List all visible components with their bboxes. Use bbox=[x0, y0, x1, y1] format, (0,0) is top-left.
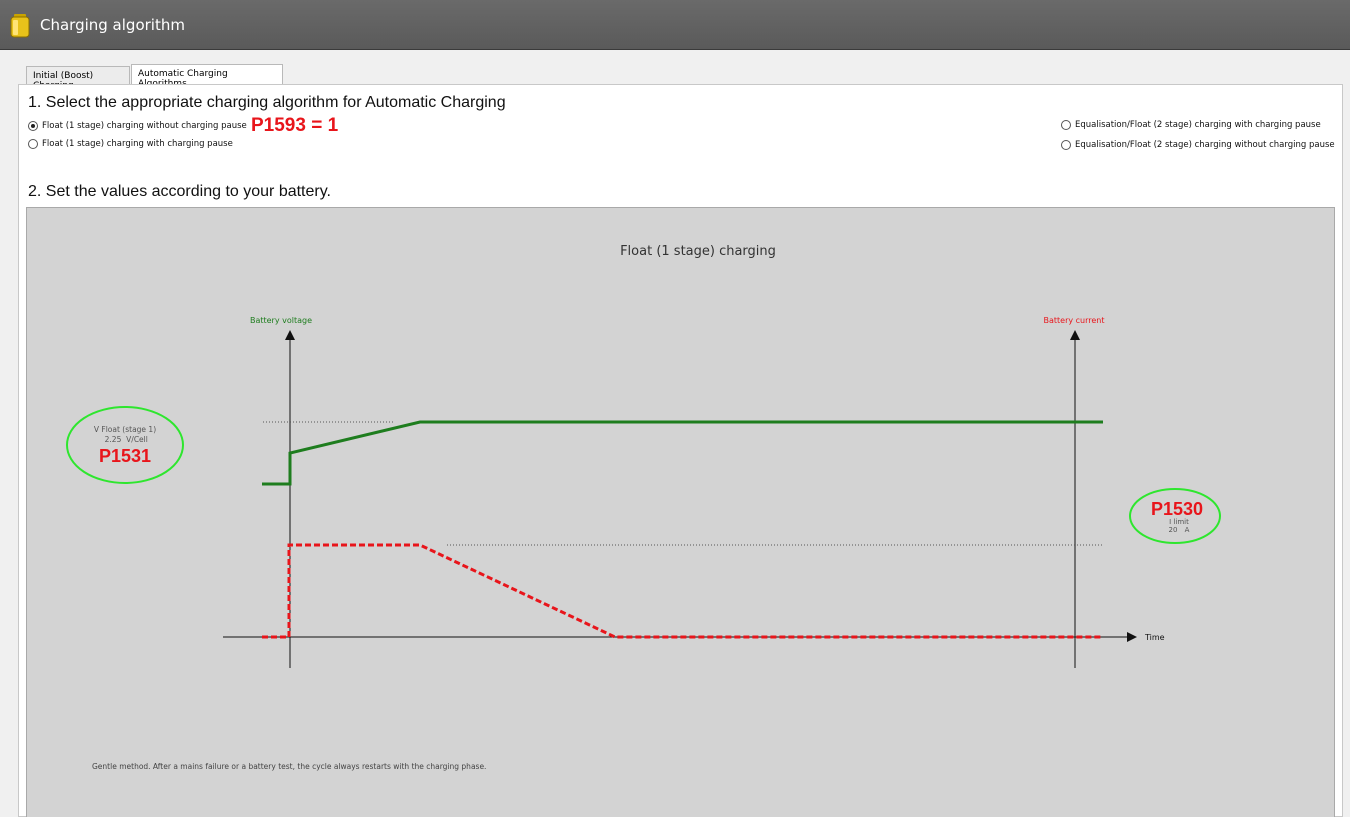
battery-icon bbox=[10, 14, 30, 38]
current-curve bbox=[262, 543, 1103, 639]
parameter-annotation-p1593: P1593 = 1 bbox=[251, 115, 339, 136]
title-bar: Charging algorithm bbox=[0, 0, 1350, 50]
radio-equalisation-with-pause[interactable]: Equalisation/Float (2 stage) charging wi… bbox=[1061, 120, 1321, 130]
i-limit-highlight bbox=[1129, 488, 1221, 544]
radio-label: Float (1 stage) charging with charging p… bbox=[42, 139, 233, 149]
section-1-heading: 1. Select the appropriate charging algor… bbox=[28, 94, 506, 111]
v-float-unit: V/Cell bbox=[126, 435, 148, 444]
voltage-curve bbox=[262, 420, 1103, 486]
section-2-heading: 2. Set the values according to your batt… bbox=[28, 183, 331, 200]
charging-diagram: Float (1 stage) charging Battery voltage… bbox=[26, 207, 1335, 817]
radio-equalisation-without-pause[interactable]: Equalisation/Float (2 stage) charging wi… bbox=[1061, 140, 1335, 150]
radio-label: Equalisation/Float (2 stage) charging wi… bbox=[1075, 120, 1321, 130]
radio-label: Equalisation/Float (2 stage) charging wi… bbox=[1075, 140, 1335, 150]
battery-current-axis-label: Battery current bbox=[1043, 316, 1104, 325]
tab-automatic-charging-algorithms[interactable]: Automatic Charging Algorithms bbox=[131, 64, 283, 89]
radio-label: Float (1 stage) charging without chargin… bbox=[42, 121, 247, 131]
voltage-axis-arrow-icon bbox=[285, 330, 295, 340]
radio-float-with-pause[interactable]: Float (1 stage) charging with charging p… bbox=[28, 139, 233, 149]
radio-unchecked-icon[interactable] bbox=[1061, 140, 1071, 150]
battery-voltage-axis-label: Battery voltage bbox=[250, 316, 312, 325]
v-float-value[interactable]: 2.25 bbox=[105, 435, 122, 444]
diagram-title: Float (1 stage) charging bbox=[620, 244, 776, 259]
i-limit-value[interactable]: 20 bbox=[1169, 526, 1178, 534]
v-float-highlight bbox=[66, 406, 184, 484]
method-description: Gentle method. After a mains failure or … bbox=[92, 762, 486, 771]
radio-float-without-pause[interactable]: Float (1 stage) charging without chargin… bbox=[28, 121, 247, 131]
parameter-annotation-p1530: P1530 bbox=[1151, 499, 1203, 519]
tab-initial-boost-charging[interactable]: Initial (Boost) Charging bbox=[26, 66, 130, 91]
time-axis-arrow-icon bbox=[1127, 632, 1137, 642]
current-axis-arrow-icon bbox=[1070, 330, 1080, 340]
charging-diagram-svg: Float (1 stage) charging Battery voltage… bbox=[66, 244, 1221, 771]
window-title: Charging algorithm bbox=[40, 16, 185, 34]
parameter-annotation-p1531: P1531 bbox=[99, 446, 151, 466]
radio-checked-icon[interactable] bbox=[28, 121, 38, 131]
time-axis-label: Time bbox=[1144, 633, 1165, 642]
i-limit-label: I limit bbox=[1169, 518, 1189, 526]
v-float-label: V Float (stage 1) bbox=[94, 425, 156, 434]
radio-unchecked-icon[interactable] bbox=[28, 139, 38, 149]
radio-unchecked-icon[interactable] bbox=[1061, 120, 1071, 130]
i-limit-unit: A bbox=[1185, 526, 1190, 534]
